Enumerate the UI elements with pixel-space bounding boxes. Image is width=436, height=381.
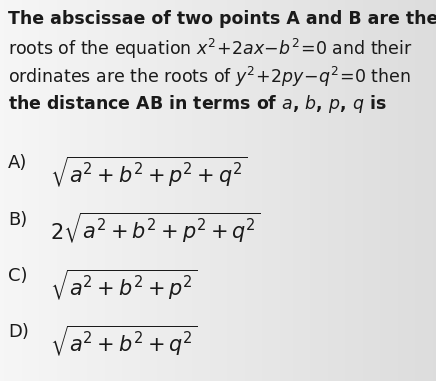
Text: $2\sqrt{a^2+b^2+p^2+q^2}$: $2\sqrt{a^2+b^2+p^2+q^2}$ [50, 211, 261, 245]
Text: B): B) [8, 211, 27, 229]
Text: $\sqrt{a^2+b^2+p^2+q^2}$: $\sqrt{a^2+b^2+p^2+q^2}$ [50, 154, 247, 189]
Text: $\sqrt{a^2+b^2+p^2}$: $\sqrt{a^2+b^2+p^2}$ [50, 267, 198, 302]
Text: C): C) [8, 267, 27, 285]
Text: $\sqrt{a^2+b^2+q^2}$: $\sqrt{a^2+b^2+q^2}$ [50, 323, 198, 358]
Text: A): A) [8, 154, 27, 172]
Text: The abscissae of two points A and B are the: The abscissae of two points A and B are … [8, 10, 436, 27]
Text: roots of the equation $x^2\!+\!2ax\!-\!b^2\!=\!0$ and their: roots of the equation $x^2\!+\!2ax\!-\!b… [8, 37, 412, 61]
Text: D): D) [8, 323, 29, 341]
Text: ordinates are the roots of $y^2\!+\!2py\!-\!q^2\!=\!0$ then: ordinates are the roots of $y^2\!+\!2py\… [8, 65, 411, 89]
Text: the distance AB in terms of $a$, $b$, $p$, $q$ is: the distance AB in terms of $a$, $b$, $p… [8, 93, 387, 115]
